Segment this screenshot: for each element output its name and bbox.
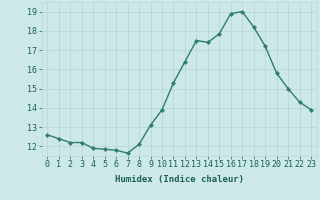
X-axis label: Humidex (Indice chaleur): Humidex (Indice chaleur) [115,175,244,184]
